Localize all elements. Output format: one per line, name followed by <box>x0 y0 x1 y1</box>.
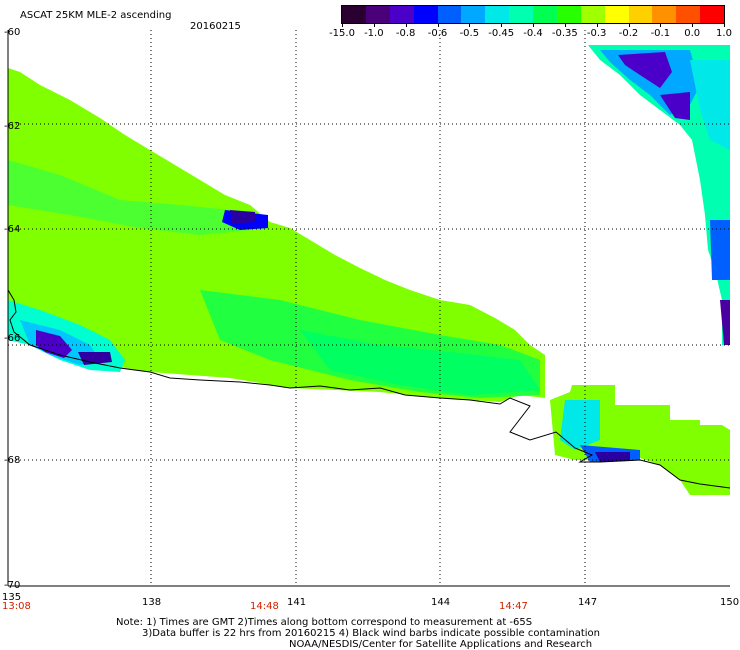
colorbar-label: -0.2 <box>618 28 639 39</box>
colorbar-label: -1.0 <box>364 28 384 39</box>
colorbar-label: -0.35 <box>551 28 578 39</box>
lon-label: 147 <box>578 597 598 608</box>
colorbar-segment <box>533 6 557 23</box>
time-label: 14:47 <box>499 601 528 612</box>
colorbar-tick <box>565 23 566 27</box>
northeast-swath <box>588 45 730 345</box>
colorbar <box>341 5 725 24</box>
colorbar-segment <box>485 6 510 23</box>
colorbar-label: -0.1 <box>650 28 671 39</box>
colorbar-segment <box>461 6 486 23</box>
colorbar-segment <box>580 6 605 23</box>
colorbar-label: -0.45 <box>488 28 515 39</box>
colorbar-tick <box>469 23 470 27</box>
lat-label: -68 <box>4 455 21 466</box>
colorbar-segment <box>342 6 366 23</box>
lat-label: -62 <box>4 121 21 132</box>
colorbar-segment <box>437 6 462 23</box>
colorbar-label: -15.0 <box>329 28 355 39</box>
note-line-3: NOAA/NESDIS/Center for Satellite Applica… <box>289 639 593 650</box>
map-date: 20160215 <box>190 21 241 32</box>
colorbar-tick <box>597 23 598 27</box>
lon-label: 138 <box>142 597 162 608</box>
colorbar-label: -0.6 <box>427 28 448 39</box>
colorbar-segment <box>628 6 653 23</box>
colorbar-tick <box>342 23 343 27</box>
colorbar-segment <box>556 6 581 23</box>
colorbar-tick <box>660 23 661 27</box>
colorbar-segment <box>652 6 677 23</box>
colorbar-tick <box>406 23 407 27</box>
colorbar-tick <box>501 23 502 27</box>
lat-label: -64 <box>4 224 21 235</box>
colorbar-tick <box>438 23 439 27</box>
colorbar-label: -0.5 <box>459 28 480 39</box>
time-label: 13:08 <box>2 601 31 612</box>
colorbar-tick <box>533 23 534 27</box>
lat-label: -70 <box>4 580 21 591</box>
colorbar-segment <box>413 6 438 23</box>
colorbar-tick <box>629 23 630 27</box>
colorbar-segment <box>676 6 701 23</box>
colorbar-segment <box>604 6 629 23</box>
lat-label: -66 <box>4 333 21 344</box>
colorbar-segment <box>700 6 724 23</box>
colorbar-label: 1.0 <box>716 28 732 39</box>
colorbar-segment <box>365 6 390 23</box>
colorbar-tick <box>374 23 375 27</box>
map-title: ASCAT 25KM MLE-2 ascending <box>20 10 172 21</box>
colorbar-tick <box>692 23 693 27</box>
colorbar-label: -0.8 <box>395 28 416 39</box>
lat-label: -60 <box>4 27 21 38</box>
lon-label: 144 <box>431 597 451 608</box>
note-line-1: Note: 1) Times are GMT 2)Times along bot… <box>116 617 533 628</box>
colorbar-segment <box>389 6 414 23</box>
lon-label: 150 <box>720 597 740 608</box>
colorbar-segment <box>509 6 533 23</box>
note-line-2: 3)Data buffer is 22 hrs from 20160215 4)… <box>142 628 600 639</box>
colorbar-tick <box>724 23 725 27</box>
colorbar-label: -0.3 <box>586 28 607 39</box>
lon-label: 135 <box>2 592 22 603</box>
lon-label: 141 <box>287 597 307 608</box>
colorbar-label: -0.4 <box>523 28 543 39</box>
main-swath <box>8 68 545 402</box>
time-label: 14:48 <box>250 601 279 612</box>
colorbar-label: 0.0 <box>684 28 701 39</box>
